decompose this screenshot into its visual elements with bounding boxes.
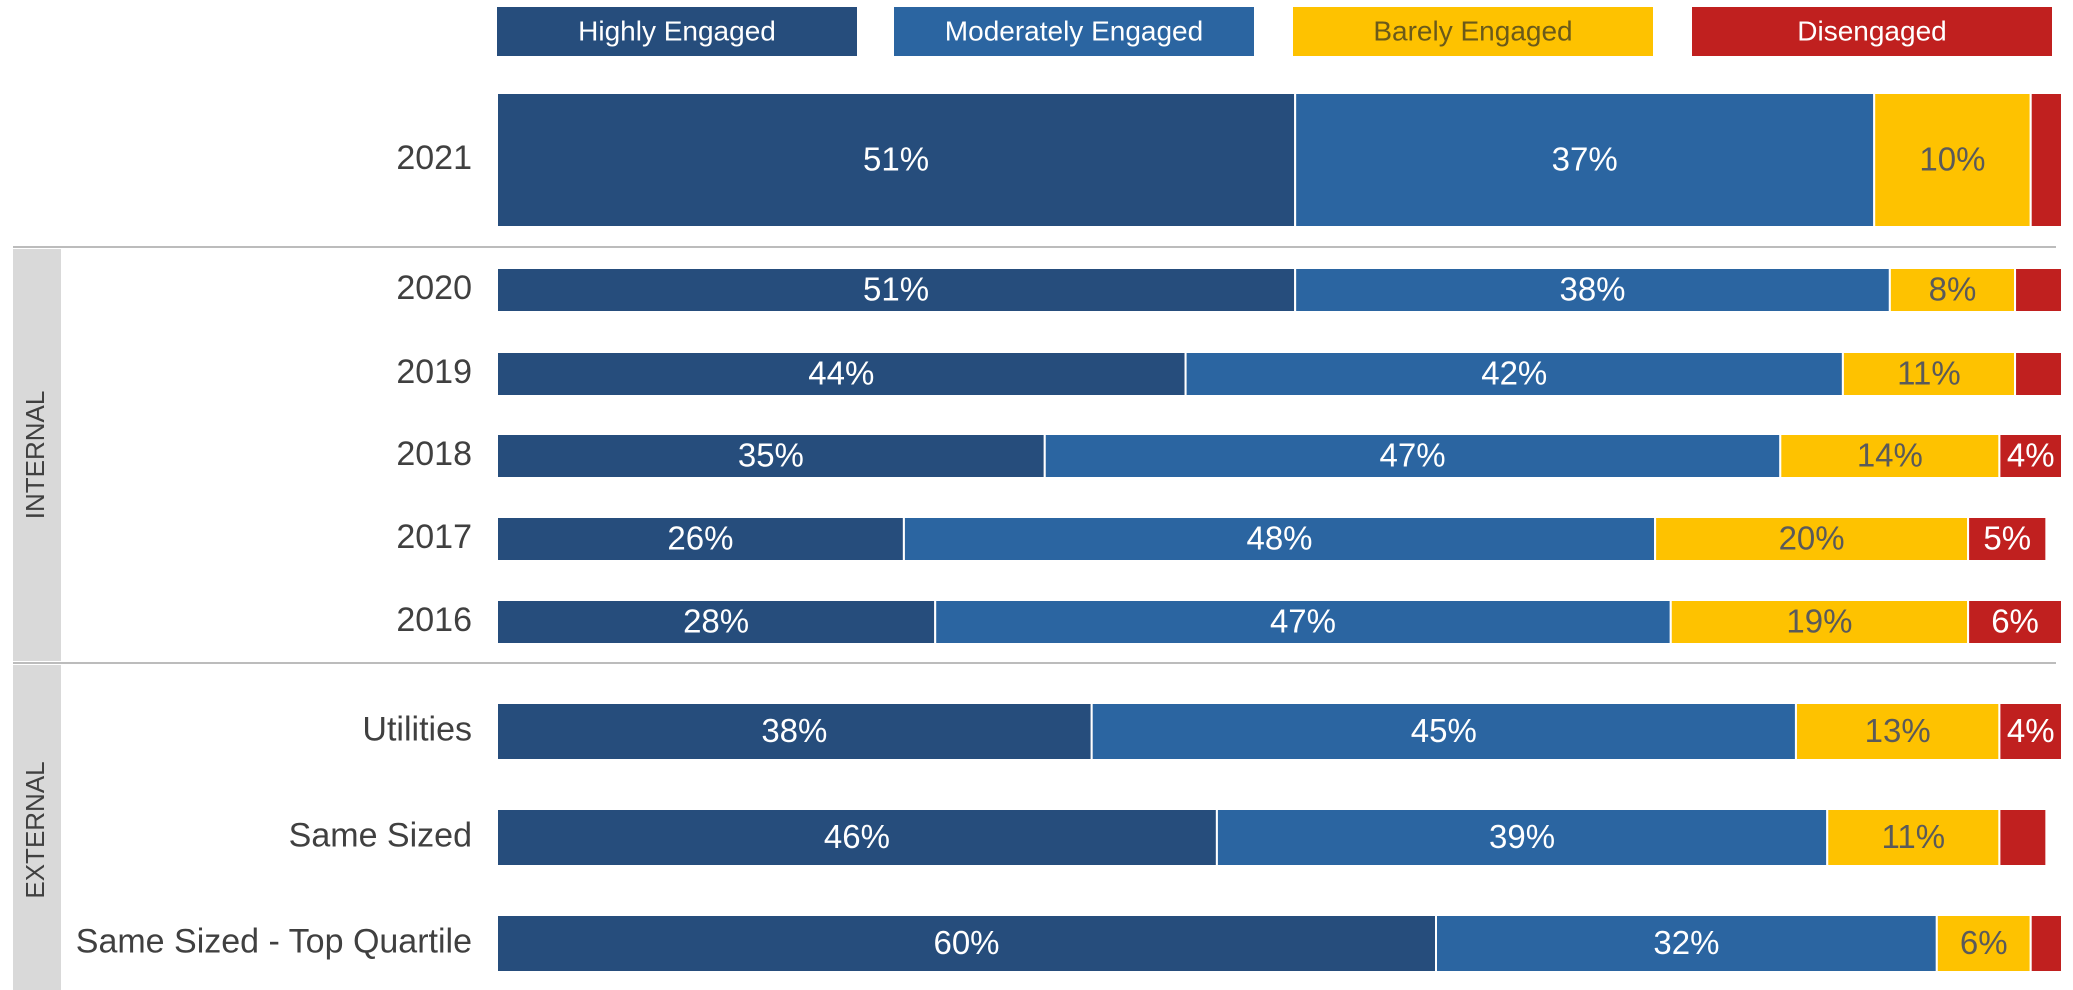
data-label: 35% (738, 437, 804, 474)
bar-segment (1935, 914, 2032, 973)
bar-segment (2029, 92, 2063, 228)
data-label: 60% (933, 924, 999, 961)
bar-segment (496, 92, 1297, 228)
bar-segment (1043, 433, 1782, 479)
bar-segment (1654, 516, 1970, 562)
bar-segment (496, 599, 937, 645)
bar-segment (1967, 516, 2048, 562)
bar-segment (1090, 702, 1797, 761)
bar-segment (496, 914, 1437, 973)
bar-segment (1998, 702, 2064, 761)
bar-segment (1294, 92, 1876, 228)
data-label: 45% (1411, 712, 1477, 749)
data-label: 48% (1246, 520, 1312, 557)
bar-segment (2014, 351, 2064, 397)
legend-swatch (1692, 7, 2052, 56)
category-label: 2016 (396, 601, 472, 639)
data-label: 32% (1653, 924, 1719, 961)
legend-label: Disengaged (1797, 15, 1946, 46)
data-label: 26% (667, 520, 733, 557)
data-label: 39% (1489, 818, 1555, 855)
data-label: 14% (1857, 437, 1923, 474)
group-band (13, 665, 61, 990)
bar-segment (1184, 351, 1844, 397)
bar-segment (2029, 914, 2063, 973)
category-label: Utilities (362, 710, 472, 748)
bar-segment (1888, 267, 2017, 313)
bar-segment (496, 808, 1218, 867)
category-label: 2020 (396, 269, 472, 307)
data-label: 37% (1552, 141, 1618, 178)
bar-segment (2014, 267, 2064, 313)
data-label: 38% (1559, 271, 1625, 308)
bar-segment (1873, 92, 2032, 228)
category-label: 2019 (396, 353, 472, 391)
bar-segment (1435, 914, 1938, 973)
bar-segment (934, 599, 1672, 645)
bar-segment (1967, 599, 2063, 645)
data-label: 10% (1919, 141, 1985, 178)
group-band (13, 249, 61, 661)
category-label: 2017 (396, 518, 472, 556)
data-label: 28% (683, 603, 749, 640)
bar-segment (1215, 808, 1829, 867)
data-label: 20% (1779, 520, 1845, 557)
bar-segment (1669, 599, 1970, 645)
bar-segment (496, 516, 905, 562)
group-label: EXTERNAL (20, 761, 50, 898)
legend-label: Barely Engaged (1373, 15, 1572, 46)
category-label: Same Sized (289, 816, 472, 854)
data-label: 42% (1481, 355, 1547, 392)
category-label: 2021 (396, 139, 472, 177)
bar-segment (496, 702, 1093, 761)
bar-segment (1998, 433, 2064, 479)
data-label: 4% (2007, 712, 2055, 749)
legend-label: Highly Engaged (578, 15, 776, 46)
data-label: 6% (1960, 924, 2008, 961)
category-label: 2018 (396, 435, 472, 473)
group-label: INTERNAL (20, 391, 50, 520)
data-label: 51% (863, 271, 929, 308)
legend-label: Moderately Engaged (945, 15, 1203, 46)
data-label: 8% (1929, 271, 1977, 308)
data-label: 47% (1270, 603, 1336, 640)
legend-swatch (497, 7, 857, 56)
data-label: 51% (863, 141, 929, 178)
legend-swatch (894, 7, 1254, 56)
data-label: 11% (1897, 355, 1961, 392)
data-label: 44% (808, 355, 874, 392)
data-label: 6% (1991, 603, 2039, 640)
data-label: 47% (1379, 437, 1445, 474)
data-label: 11% (1882, 818, 1946, 855)
data-label: 46% (824, 818, 890, 855)
data-label: 13% (1865, 712, 1931, 749)
bar-segment (1998, 808, 2048, 867)
legend-swatch (1293, 7, 1653, 56)
data-label: 38% (761, 712, 827, 749)
data-label: 4% (2007, 437, 2055, 474)
data-label: 19% (1786, 603, 1852, 640)
category-label: Same Sized - Top Quartile (76, 922, 472, 960)
bar-segment (496, 433, 1046, 479)
data-label: 5% (1983, 520, 2031, 557)
